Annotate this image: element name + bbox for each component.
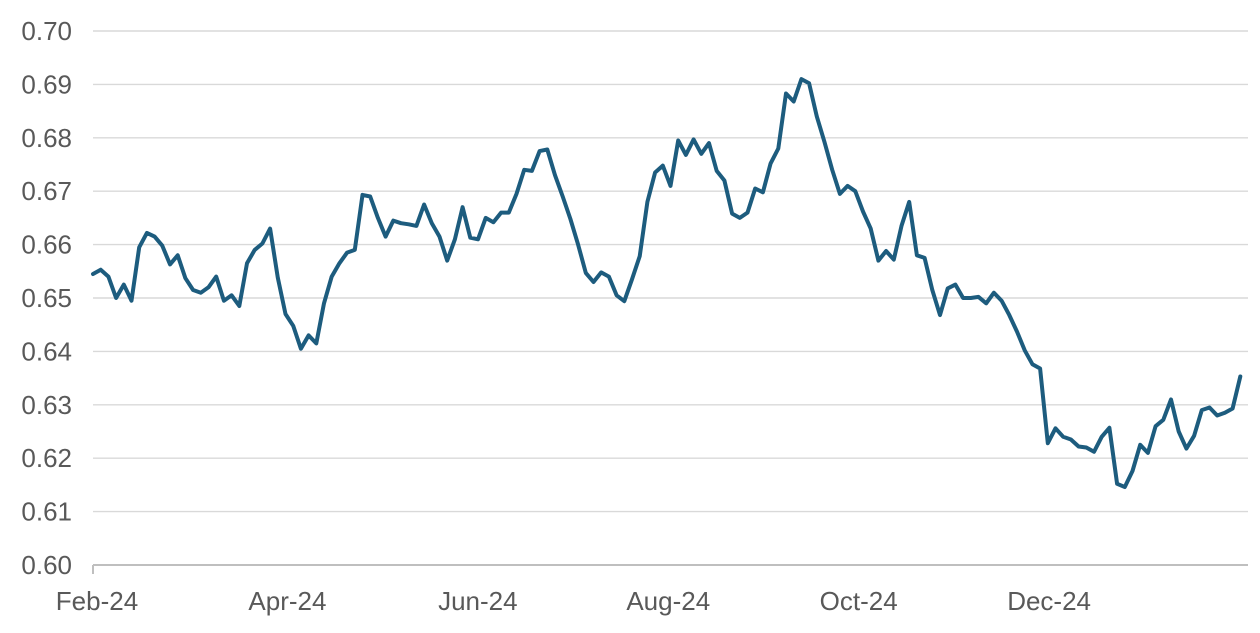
- y-tick-label: 0.65: [21, 283, 72, 313]
- x-tick-label: Jun-24: [438, 586, 518, 616]
- y-tick-label: 0.69: [21, 69, 72, 99]
- y-tick-label: 0.60: [21, 550, 72, 580]
- y-tick-label: 0.66: [21, 230, 72, 260]
- x-tick-label: Aug-24: [626, 586, 710, 616]
- y-axis-labels: 0.60 0.61 0.62 0.63 0.64 0.65 0.66 0.67 0.68 0.69…: [21, 16, 72, 580]
- y-tick-label: 0.63: [21, 390, 72, 420]
- x-tick-label: Apr-24: [248, 586, 326, 616]
- y-tick-label: 0.62: [21, 443, 72, 473]
- y-tick-label: 0.67: [21, 176, 72, 206]
- x-tick-label: Oct-24: [820, 586, 898, 616]
- x-axis-labels: Feb-24 Apr-24 Jun-24 Aug-24 Oct-24 Dec-24: [56, 586, 1091, 616]
- x-tick-label: Dec-24: [1007, 586, 1091, 616]
- y-tick-label: 0.68: [21, 123, 72, 153]
- gridlines: [92, 30, 1248, 574]
- y-tick-label: 0.64: [21, 336, 72, 366]
- y-tick-label: 0.61: [21, 497, 72, 527]
- x-tick-label: Feb-24: [56, 586, 138, 616]
- data-series-line: [91, 77, 1243, 489]
- y-tick-label: 0.70: [21, 16, 72, 46]
